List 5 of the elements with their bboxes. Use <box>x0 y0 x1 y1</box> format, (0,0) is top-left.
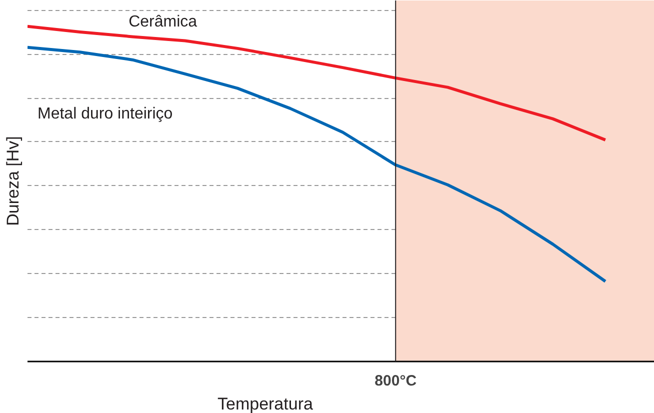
text: 800°C <box>374 372 417 390</box>
series-label: Cerâmica <box>128 14 198 31</box>
x-axis-title: Temperatura <box>218 394 314 413</box>
y-axis-title: Dureza [Hv] <box>4 136 22 226</box>
text: Metal duro inteiriço <box>38 105 173 122</box>
